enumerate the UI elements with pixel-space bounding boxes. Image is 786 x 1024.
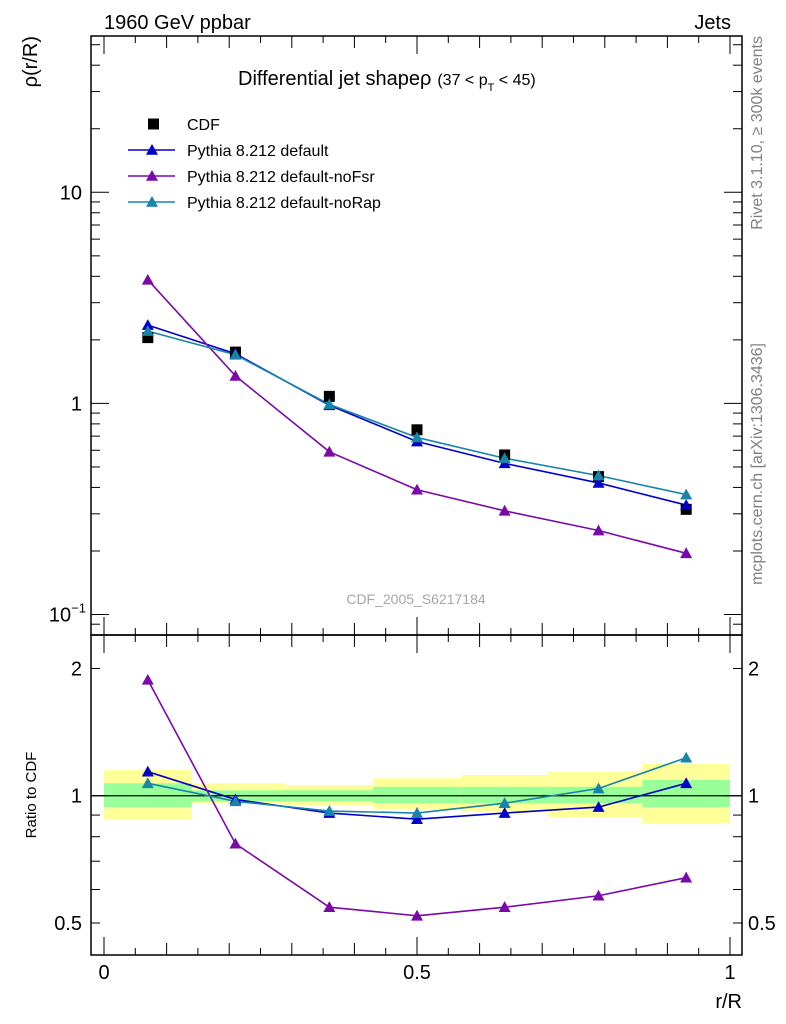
mc-point [592, 469, 605, 481]
y-tick-label: 2 [71, 658, 82, 680]
mc-point [411, 431, 423, 443]
ratio-plot-xlabel: r/R [715, 991, 742, 1013]
mc-point [592, 476, 605, 488]
legend: CDF Pythia 8.212 default Pythia 8.212 defa… [128, 117, 381, 212]
y-tick-label: 1 [71, 393, 82, 415]
y-tick-label: 10 [60, 182, 82, 204]
ratio-band-inner [548, 786, 643, 804]
ratio-point [323, 805, 336, 816]
legend-label: Pythia 8.212 default-noFsr [187, 169, 375, 186]
legend-label: CDF [187, 117, 220, 134]
legend-marker [146, 170, 158, 181]
y-tick-label: 2 [748, 658, 759, 680]
ratio-point [229, 795, 242, 807]
side-text-bottom: mcplots.cern.ch [arXiv:1306.3436] [749, 343, 766, 585]
mc-point [141, 319, 154, 330]
mc-point [680, 547, 693, 559]
mc-point [592, 524, 605, 536]
ratio-point [680, 777, 693, 789]
mc-point [323, 398, 336, 410]
y-tick-label: 1 [748, 786, 759, 808]
y-tick-label: 10−1 [49, 601, 86, 627]
legend-marker-cdf [148, 118, 159, 130]
legend-label: Pythia 8.212 default [187, 143, 329, 160]
ratio-point [498, 797, 511, 809]
header-energy: 1960 GeV ppbar [104, 12, 251, 34]
ratio-plot: 0 0.5 1 2 2 1 1 0.5 0.5 Ratio to CDF r/R [23, 634, 776, 1013]
ratio-point [323, 901, 336, 912]
mc-point [498, 504, 511, 516]
watermark: CDF_2005_S6217184 [346, 591, 486, 607]
x-tick-label: 1 [724, 962, 735, 984]
main-plot-title: Differential jet shapeρ (37 < pT < 45) [238, 68, 536, 94]
ratio-point [592, 889, 605, 901]
ratio-point [411, 909, 423, 921]
ratio-point [498, 901, 511, 912]
main-plot-ylabel: ρ(r/R) [20, 36, 42, 87]
ratio-point [498, 807, 511, 818]
mc-point [323, 445, 336, 457]
mc-point [680, 499, 693, 510]
mc-point [229, 348, 242, 360]
mc-point [141, 325, 154, 336]
data-point-cdf [411, 424, 423, 436]
ratio-point [680, 871, 693, 883]
series-line [147, 324, 687, 506]
legend-marker [146, 144, 158, 155]
x-tick-label: 0.5 [403, 962, 431, 984]
ratio-point [680, 751, 693, 763]
y-tick-label: 1 [71, 786, 82, 808]
mc-point [411, 483, 423, 495]
ratio-point [141, 673, 154, 685]
mc-point [680, 488, 693, 500]
data-point-cdf [142, 332, 154, 344]
ratio-point [411, 813, 423, 825]
ratio-plot-ylabel: Ratio to CDF [23, 752, 40, 839]
side-text-top: Rivet 3.1.10, ≥ 300k events [749, 36, 766, 230]
data-point-cdf [323, 390, 335, 402]
mc-point [141, 273, 154, 285]
mc-point [229, 369, 242, 381]
series-line [147, 279, 687, 555]
ratio-plot-frame [90, 634, 743, 956]
series-line [147, 330, 687, 496]
legend-label: Pythia 8.212 default-noRap [187, 195, 381, 212]
x-tick-label: 0 [98, 962, 109, 984]
main-plot: 10 1 10−1 Differential jet shapeρ (37 < pT … [20, 35, 743, 636]
ratio-band-inner [373, 786, 461, 804]
header-process: Jets [694, 12, 731, 34]
mc-point [498, 452, 511, 464]
legend-marker [146, 196, 158, 207]
ratio-point [592, 782, 605, 794]
ratio-point [411, 807, 423, 818]
ratio-point [229, 837, 242, 849]
ratio-point [141, 777, 154, 789]
ratio-point [592, 801, 605, 812]
ratio-point [141, 765, 154, 777]
y-tick-label: 0.5 [748, 913, 776, 935]
y-tick-label: 0.5 [54, 913, 82, 935]
